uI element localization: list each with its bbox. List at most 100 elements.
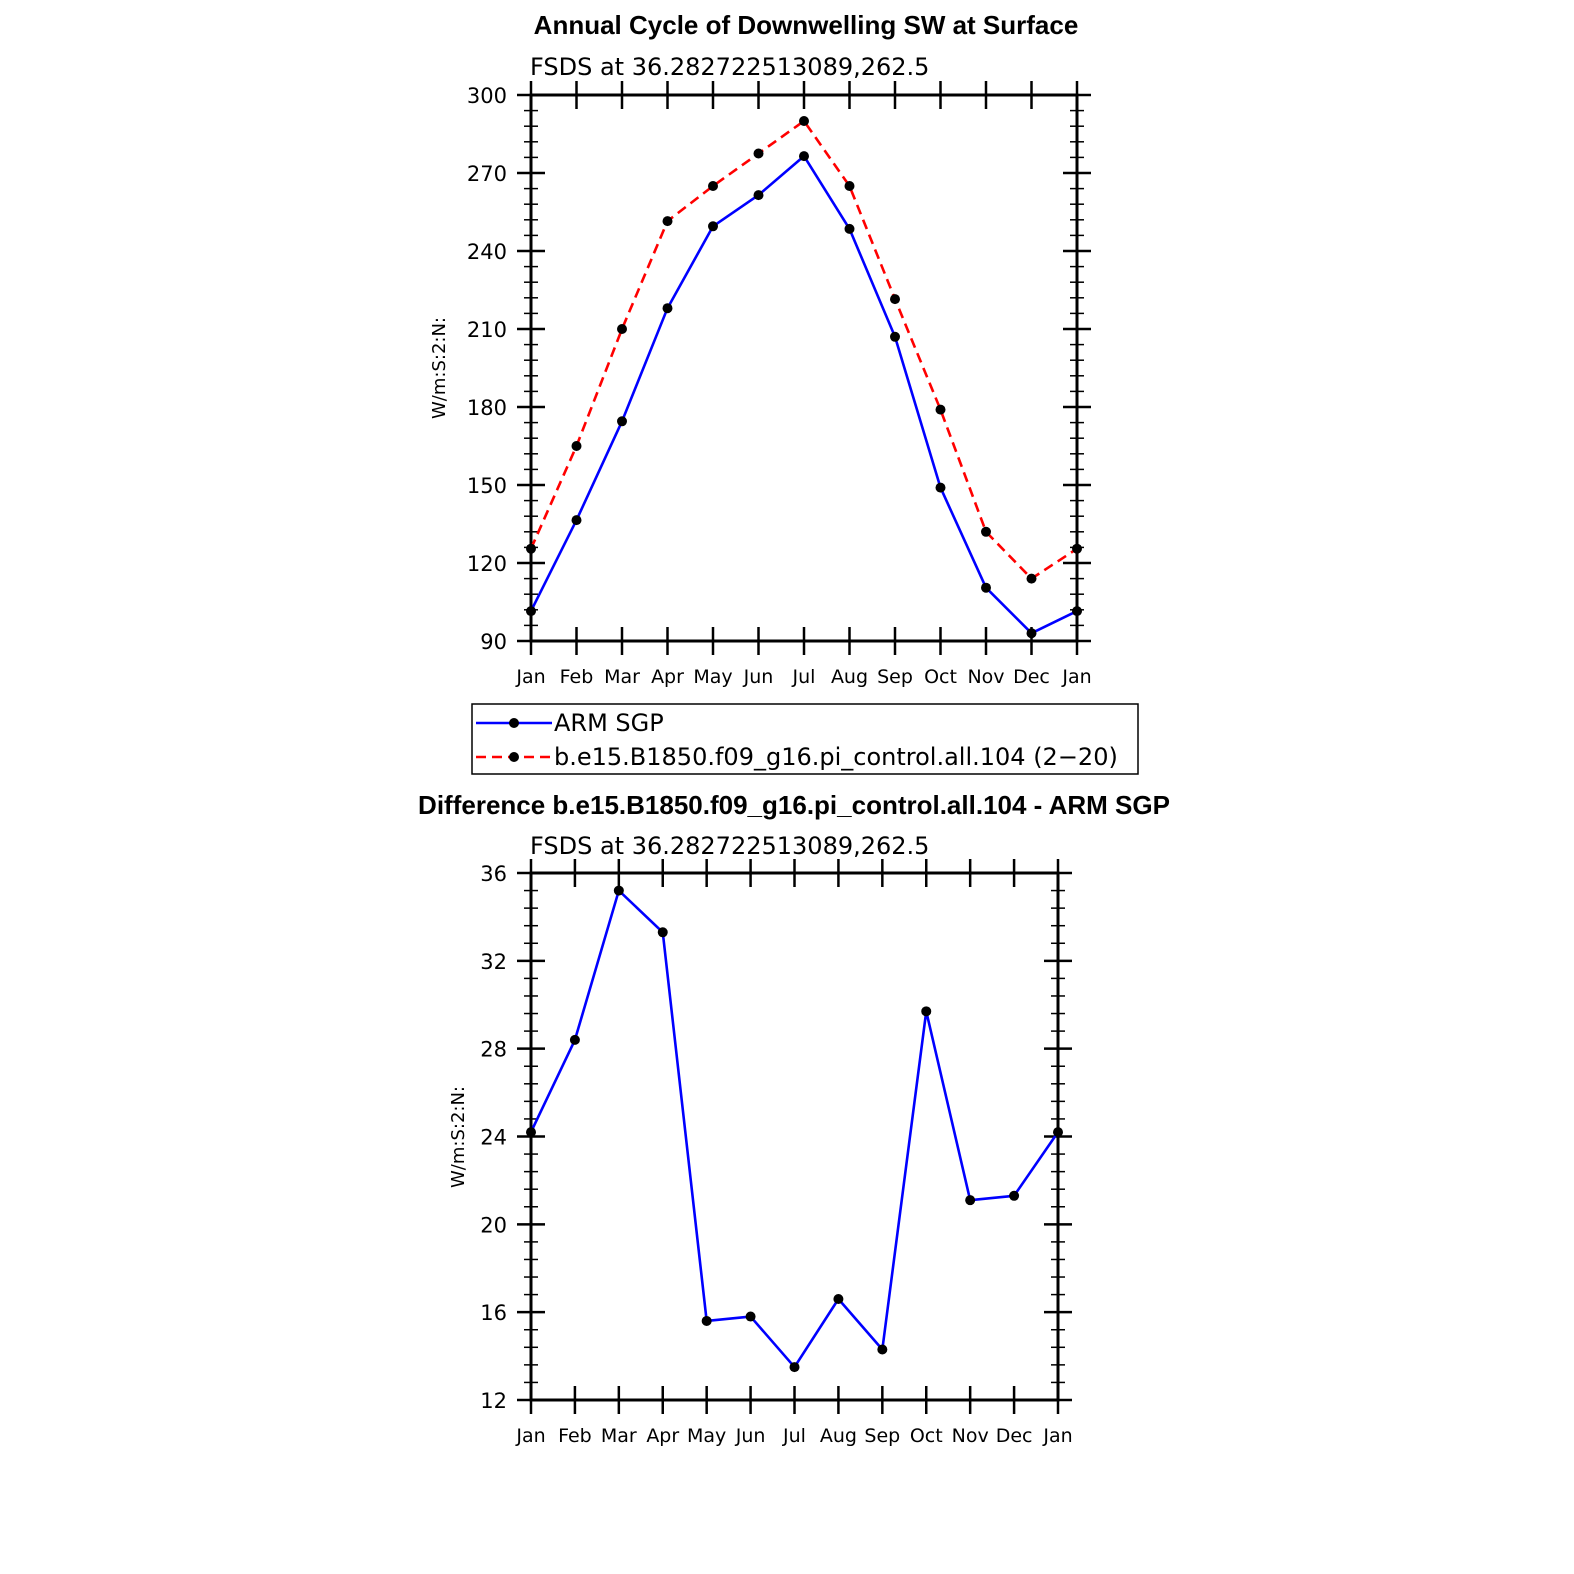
chart-top-x-tick-label: Feb	[560, 666, 594, 688]
chart-top-series-1-point	[844, 181, 855, 191]
chart-top-x-tick-label: Jan	[1061, 666, 1091, 688]
chart-top-series-1-point	[662, 216, 673, 227]
chart-top-series-0-point	[799, 151, 809, 162]
chart-bottom-x-tick-label: Feb	[558, 1425, 592, 1447]
chart-bottom-subtitle: FSDS at 36.282722513089,262.5	[530, 832, 929, 860]
chart-bottom-series-0-point	[789, 1362, 800, 1373]
chart-top-x-tick-label: Jun	[743, 666, 774, 688]
chart-top-series-0-point	[981, 582, 991, 593]
chart-top-series-1-point	[571, 441, 582, 451]
chart-bottom-series-0-point	[526, 1127, 536, 1138]
chart-top-x-tick-label: Aug	[831, 666, 868, 688]
chart-bottom: Difference b.e15.B1850.f09_g16.pi_contro…	[418, 790, 1170, 1447]
chart-top-series-line-0	[529, 154, 1078, 635]
chart-bottom-title: Difference b.e15.B1850.f09_g16.pi_contro…	[418, 790, 1170, 820]
chart-bottom-x-tick-label: Jul	[782, 1425, 806, 1447]
chart-top-series-0-point	[844, 223, 855, 234]
chart-bottom-x-tick-label: Oct	[910, 1425, 943, 1447]
chart-top-series-1-point	[708, 181, 718, 191]
chart-top-x-tick-label: Oct	[924, 666, 957, 688]
chart-top-x-tick-label: Apr	[651, 666, 684, 688]
chart-top: Annual Cycle of Downwelling SW at Surfac…	[429, 10, 1139, 775]
chart-bottom-y-tick-label: 12	[480, 1389, 507, 1413]
chart-top-series-0-point	[1026, 628, 1037, 639]
chart-top-series-1-point	[1072, 543, 1082, 554]
chart-bottom-y-tick-label: 32	[480, 950, 507, 974]
chart-top-series-1-point	[935, 404, 946, 415]
chart-top-subtitle: FSDS at 36.282722513089,262.5	[530, 53, 929, 81]
chart-bottom-x-tick-label: Mar	[601, 1425, 637, 1447]
chart-top-series-0-point	[571, 515, 582, 526]
chart-bottom-x-tick-label: Aug	[820, 1425, 857, 1447]
chart-bottom-y-axis-label: W/m:S:2:N:	[448, 1086, 469, 1188]
chart-top-y-tick-label: 90	[480, 630, 507, 654]
chart-top-plot-area: 90 120 150 180 210 240 270 300 Jan Feb Mar Apr May Ju…	[467, 81, 1092, 688]
chart-top-series-1-point	[617, 324, 627, 334]
chart-bottom-x-tick-label: May	[687, 1425, 726, 1447]
chart-top-title: Annual Cycle of Downwelling SW at Surfac…	[534, 10, 1079, 40]
chart-top-y-tick-label: 180	[467, 396, 507, 420]
chart-top-series-1-point	[526, 543, 536, 554]
chart-bottom-x-tick-label: Jun	[735, 1425, 766, 1447]
chart-top-series-line-1	[529, 119, 1078, 580]
chart-bottom-y-tick-label: 24	[480, 1126, 507, 1150]
chart-top-y-tick-label: 150	[467, 474, 507, 498]
chart-top-y-tick-label: 210	[467, 318, 507, 342]
chart-top-series-0-point	[890, 331, 900, 342]
chart-top-y-tick-label: 300	[467, 84, 507, 108]
chart-top-y-tick-label: 270	[467, 162, 507, 186]
chart-top-x-tick-label: Jul	[792, 666, 816, 688]
chart-bottom-series-0-point	[833, 1293, 844, 1304]
legend-box	[471, 703, 1139, 775]
chart-top-y-tick-label: 240	[467, 240, 507, 264]
chart-top-series-0-point	[662, 303, 673, 314]
chart-bottom-series-0-point	[921, 1006, 932, 1017]
chart-bottom-series-0-point	[965, 1195, 976, 1206]
chart-bottom-x-tick-label: Dec	[996, 1425, 1033, 1447]
chart-bottom-series-0-point	[657, 927, 668, 938]
chart-top-series-1-point	[753, 148, 764, 159]
chart-bottom-x-tick-label: Jan	[515, 1425, 545, 1447]
chart-bottom-series-0-point	[613, 885, 624, 896]
chart-top-x-tick-label: May	[693, 666, 732, 688]
chart-bottom-series-line-0	[529, 889, 1060, 1369]
chart-top-series-1-point	[1026, 573, 1037, 584]
chart-top-series-1-point	[890, 294, 900, 305]
chart-top-series-1-point	[799, 116, 809, 126]
chart-bottom-series-0-point	[877, 1344, 888, 1355]
legend-label-model: b.e15.B1850.f09_g16.pi_control.all.104 (…	[554, 743, 1118, 771]
chart-top-series-0-point	[617, 416, 627, 427]
chart-bottom-frame	[529, 871, 1060, 1402]
chart-top-y-tick-label: 120	[467, 552, 507, 576]
chart-top-x-tick-label: Nov	[967, 666, 1004, 688]
chart-bottom-x-tick-label: Nov	[952, 1425, 989, 1447]
chart-top-series-0-point	[935, 482, 946, 493]
legend-label-arm-sgp: ARM SGP	[554, 709, 664, 737]
chart-bottom-x-tick-label: Sep	[864, 1425, 900, 1447]
chart-bottom-series-0-point	[745, 1311, 756, 1322]
legend-marker-arm-sgp	[509, 718, 519, 728]
chart-bottom-series-0-point	[569, 1034, 580, 1045]
chart-bottom-x-tick-label: Jan	[1042, 1425, 1072, 1447]
chart-bottom-plot-area: 12 16 20 24 28 32 36 Jan Feb Mar Apr May Jun Jul Aug Se…	[480, 859, 1073, 1447]
chart-top-x-tick-label: Mar	[604, 666, 640, 688]
chart-bottom-series-0-point	[701, 1315, 712, 1326]
chart-top-series-0-point	[1072, 606, 1082, 617]
chart-bottom-series-0-point	[1009, 1190, 1020, 1201]
chart-top-x-tick-label: Sep	[877, 666, 913, 688]
chart-bottom-series-0-point	[1053, 1127, 1063, 1138]
chart-top-y-axis-label: W/m:S:2:N:	[429, 317, 450, 419]
chart-bottom-y-tick-label: 16	[480, 1301, 507, 1325]
chart-bottom-x-tick-label: Apr	[646, 1425, 679, 1447]
legend-marker-model	[509, 752, 519, 762]
chart-top-legend: ARM SGP b.e15.B1850.f09_g16.pi_control.a…	[471, 703, 1139, 775]
chart-bottom-y-tick-label: 36	[480, 862, 507, 886]
chart-top-series-0-point	[753, 190, 764, 201]
chart-bottom-y-tick-label: 20	[480, 1213, 507, 1237]
chart-top-series-0-point	[708, 221, 718, 232]
chart-bottom-y-tick-label: 28	[480, 1038, 507, 1062]
chart-top-x-tick-label: Dec	[1013, 666, 1050, 688]
chart-top-series-0-point	[526, 606, 536, 617]
chart-top-series-1-point	[981, 526, 991, 537]
